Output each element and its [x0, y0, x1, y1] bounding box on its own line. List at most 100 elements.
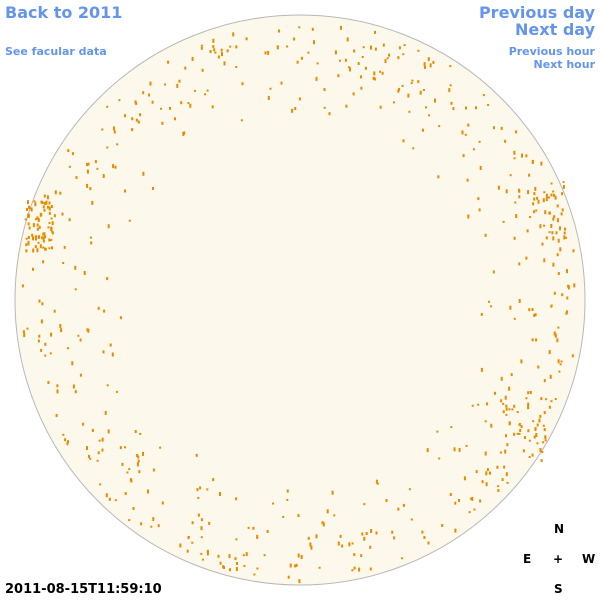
facula	[441, 524, 444, 527]
next-hour-link[interactable]: Next hour	[533, 58, 596, 71]
facula	[32, 267, 34, 271]
facula	[160, 107, 162, 110]
facula	[536, 423, 539, 427]
facula	[417, 49, 420, 52]
facula	[60, 328, 63, 333]
next-day-link[interactable]: Next day	[515, 20, 595, 39]
facula	[365, 532, 368, 535]
facula	[296, 60, 299, 64]
facula	[357, 62, 360, 65]
facula	[176, 83, 179, 88]
facula	[101, 448, 104, 452]
facula	[59, 324, 62, 328]
facula	[537, 365, 540, 369]
facula	[349, 67, 351, 72]
facula	[402, 139, 405, 143]
facula	[132, 507, 135, 510]
facula	[128, 519, 131, 522]
facula	[518, 189, 521, 193]
facula	[86, 446, 88, 451]
facula	[557, 326, 560, 329]
facula	[316, 62, 319, 65]
facula	[467, 123, 470, 127]
facula	[550, 193, 553, 197]
facula	[353, 566, 356, 570]
facula	[348, 542, 351, 547]
facula	[557, 359, 560, 364]
facula	[212, 45, 215, 49]
previous-hour-link[interactable]: Previous hour	[508, 45, 595, 58]
facula	[557, 272, 560, 275]
facula	[200, 526, 203, 531]
facula	[478, 208, 481, 212]
facula	[48, 211, 51, 215]
facula	[214, 51, 217, 54]
back-link[interactable]: Back to 2011	[5, 3, 123, 22]
facula	[37, 241, 40, 244]
facula	[561, 293, 564, 297]
facula	[157, 524, 160, 528]
facula	[49, 352, 52, 355]
facula	[527, 402, 530, 406]
facula	[229, 568, 231, 572]
facula	[464, 133, 467, 136]
previous-day-link[interactable]: Previous day	[478, 3, 595, 22]
facula	[322, 522, 325, 527]
facula	[148, 93, 151, 97]
facula	[379, 70, 382, 73]
facula	[45, 200, 48, 205]
facula	[247, 526, 250, 529]
facula	[41, 236, 44, 240]
facula	[321, 521, 324, 525]
facula	[492, 270, 495, 274]
facula	[113, 126, 115, 131]
facula	[518, 432, 521, 435]
facula	[213, 48, 216, 52]
facula	[555, 231, 558, 235]
facula	[454, 501, 457, 505]
facula	[486, 402, 489, 406]
facula	[525, 154, 528, 158]
facula	[31, 233, 34, 237]
facula	[501, 478, 504, 482]
facula	[505, 404, 508, 408]
facula	[505, 413, 508, 416]
facula	[289, 563, 292, 568]
facula	[253, 573, 256, 576]
facula	[206, 551, 209, 556]
facula	[513, 157, 516, 160]
facula	[44, 202, 47, 206]
facula	[309, 542, 312, 547]
facula	[42, 232, 45, 236]
facula	[252, 526, 255, 530]
facula	[25, 249, 28, 253]
facula	[561, 208, 564, 212]
facula	[71, 361, 74, 366]
facula	[505, 407, 508, 411]
facula	[96, 459, 99, 462]
facula	[59, 191, 62, 195]
facula	[26, 327, 29, 330]
facula	[286, 498, 289, 501]
facula	[411, 79, 414, 82]
facula	[454, 528, 457, 533]
facula	[278, 29, 280, 33]
facula	[573, 283, 576, 288]
facula	[438, 125, 441, 128]
facula	[27, 236, 30, 239]
facula	[298, 579, 301, 584]
facula	[548, 211, 551, 215]
facula	[548, 405, 551, 409]
facula	[105, 493, 108, 498]
solar-disk	[14, 14, 586, 586]
facular-link[interactable]: See facular data	[5, 45, 107, 58]
facula	[346, 37, 349, 42]
facula	[510, 373, 513, 377]
facula	[297, 553, 300, 558]
facula	[480, 312, 483, 316]
facula	[142, 91, 145, 95]
facula	[532, 159, 534, 163]
facula	[106, 384, 109, 387]
facula	[552, 217, 555, 221]
facula	[422, 128, 424, 132]
